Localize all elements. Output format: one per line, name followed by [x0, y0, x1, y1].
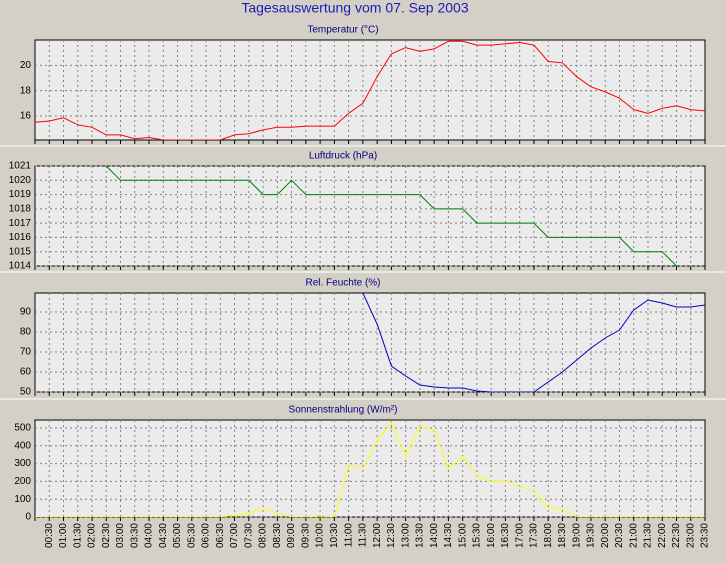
x-tick-label: 01:00 [58, 523, 69, 548]
x-tick-label: 14:00 [429, 523, 440, 548]
panel-title: Rel. Feuchte (%) [305, 278, 380, 289]
x-tick-label: 05:00 [172, 523, 183, 548]
x-tick-label: 03:30 [129, 523, 140, 548]
x-tick-label: 09:00 [286, 523, 297, 548]
x-tick-label: 05:30 [186, 523, 197, 548]
x-tick-label: 22:00 [657, 523, 668, 548]
x-tick-label: 18:00 [543, 523, 554, 548]
y-tick-label: 70 [20, 347, 32, 358]
y-tick-label: 1020 [9, 175, 32, 186]
x-tick-label: 20:30 [614, 523, 625, 548]
x-tick-label: 13:00 [400, 523, 411, 548]
x-tick-label: 22:30 [671, 523, 682, 548]
y-tick-label: 300 [14, 458, 31, 469]
panel-title: Temperatur (°C) [307, 25, 378, 36]
x-tick-label: 16:30 [500, 523, 511, 548]
x-tick-label: 19:30 [586, 523, 597, 548]
x-tick-label: 07:00 [229, 523, 240, 548]
y-tick-label: 16 [20, 111, 32, 122]
x-tick-label: 10:30 [329, 523, 340, 548]
x-tick-label: 10:00 [315, 523, 326, 548]
x-tick-label: 08:00 [258, 523, 269, 548]
x-tick-label: 20:00 [600, 523, 611, 548]
x-tick-label: 09:30 [300, 523, 311, 548]
x-tick-label: 16:00 [486, 523, 497, 548]
y-tick-label: 1021 [9, 161, 32, 172]
x-tick-label: 15:30 [472, 523, 483, 548]
x-tick-label: 18:30 [557, 523, 568, 548]
x-tick-label: 12:00 [372, 523, 383, 548]
y-tick-label: 60 [20, 367, 32, 378]
panel-title: Sonnenstrahlung (W/m²) [289, 405, 398, 416]
data-line [35, 421, 705, 517]
x-tick-label: 06:30 [215, 523, 226, 548]
x-tick-label: 04:30 [158, 523, 169, 548]
x-tick-label: 03:00 [115, 523, 126, 548]
y-tick-label: 200 [14, 476, 31, 487]
data-line [105, 166, 677, 266]
y-tick-label: 500 [14, 423, 31, 434]
x-tick-label: 04:00 [144, 523, 155, 548]
y-tick-label: 100 [14, 494, 31, 505]
x-tick-label: 15:00 [457, 523, 468, 548]
x-tick-label: 19:00 [571, 523, 582, 548]
x-tick-label: 01:30 [72, 523, 83, 548]
x-tick-label: 12:30 [386, 523, 397, 548]
x-tick-label: 21:30 [643, 523, 654, 548]
x-tick-label: 11:30 [358, 523, 369, 548]
page-title: Tagesauswertung vom 07. Sep 2003 [241, 0, 468, 16]
x-tick-label: 02:00 [87, 523, 98, 548]
y-tick-label: 400 [14, 440, 31, 451]
y-tick-label: 20 [20, 60, 32, 71]
y-tick-label: 0 [25, 512, 31, 523]
x-tick-label: 00:30 [44, 523, 55, 548]
x-tick-label: 17:30 [529, 523, 540, 548]
x-tick-label: 21:00 [628, 523, 639, 548]
data-line [35, 40, 705, 140]
y-tick-label: 90 [20, 307, 32, 318]
x-tick-label: 23:30 [700, 523, 711, 548]
x-tick-label: 06:00 [201, 523, 212, 548]
y-tick-label: 80 [20, 327, 32, 338]
x-tick-label: 17:00 [514, 523, 525, 548]
y-tick-label: 1015 [9, 246, 32, 257]
x-tick-label: 02:30 [101, 523, 112, 548]
y-tick-label: 1014 [9, 261, 32, 272]
panel-title: Luftdruck (hPa) [309, 151, 377, 162]
x-tick-label: 13:30 [415, 523, 426, 548]
x-tick-label: 08:30 [272, 523, 283, 548]
x-tick-label: 07:30 [243, 523, 254, 548]
data-line [362, 293, 705, 392]
y-tick-label: 1019 [9, 189, 32, 200]
y-tick-label: 1016 [9, 232, 32, 243]
y-tick-label: 1017 [9, 218, 32, 229]
plot-area [34, 419, 706, 518]
x-tick-label: 23:00 [685, 523, 696, 548]
x-tick-label: 14:30 [443, 523, 454, 548]
y-tick-label: 18 [20, 85, 32, 96]
plot-area [34, 165, 706, 267]
x-tick-label: 11:00 [343, 523, 354, 548]
y-tick-label: 50 [20, 387, 32, 398]
y-tick-label: 1018 [9, 203, 32, 214]
